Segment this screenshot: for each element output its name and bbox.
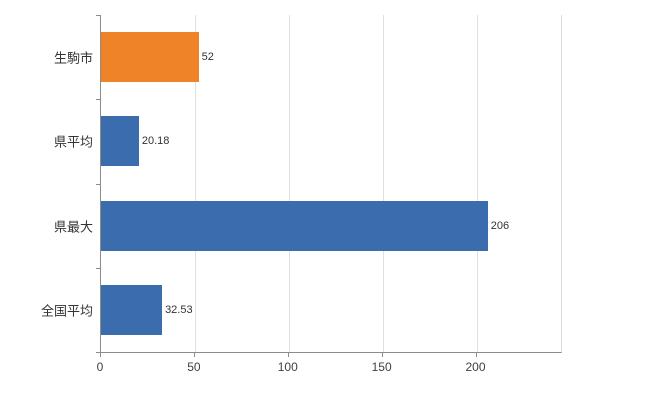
category-label-1: 県平均 [53, 134, 93, 150]
x-tick-mark [193, 353, 195, 357]
y-tick-mark [96, 99, 100, 101]
value-label-2: 206 [490, 219, 510, 232]
x-tick-mark [381, 353, 383, 357]
gridline [476, 15, 478, 352]
x-tick-label: 0 [96, 360, 104, 374]
plot-area [100, 15, 562, 353]
category-label-3: 全国平均 [40, 303, 93, 319]
x-tick-mark [475, 353, 477, 357]
y-tick-mark [96, 15, 100, 16]
gridline [382, 15, 384, 352]
x-tick-label: 50 [187, 360, 201, 374]
category-label-0: 生駒市 [53, 50, 93, 66]
x-tick-mark [100, 353, 101, 357]
x-tick-label: 200 [465, 360, 486, 374]
x-tick-label: 100 [277, 360, 298, 374]
value-label-1: 20.18 [141, 135, 170, 148]
gridline [288, 15, 290, 352]
bar-0 [101, 32, 199, 83]
y-tick-mark [96, 183, 100, 185]
y-tick-mark [96, 352, 100, 353]
value-label-0: 52 [201, 51, 214, 64]
gridline [194, 15, 196, 352]
category-label-2: 県最大 [53, 219, 93, 235]
y-tick-mark [96, 267, 100, 269]
bar-1 [101, 116, 139, 167]
x-tick-mark [287, 353, 289, 357]
bar-3 [101, 284, 163, 335]
value-label-3: 32.53 [165, 303, 193, 316]
bar-2 [101, 200, 488, 251]
x-tick-label: 150 [371, 360, 392, 374]
